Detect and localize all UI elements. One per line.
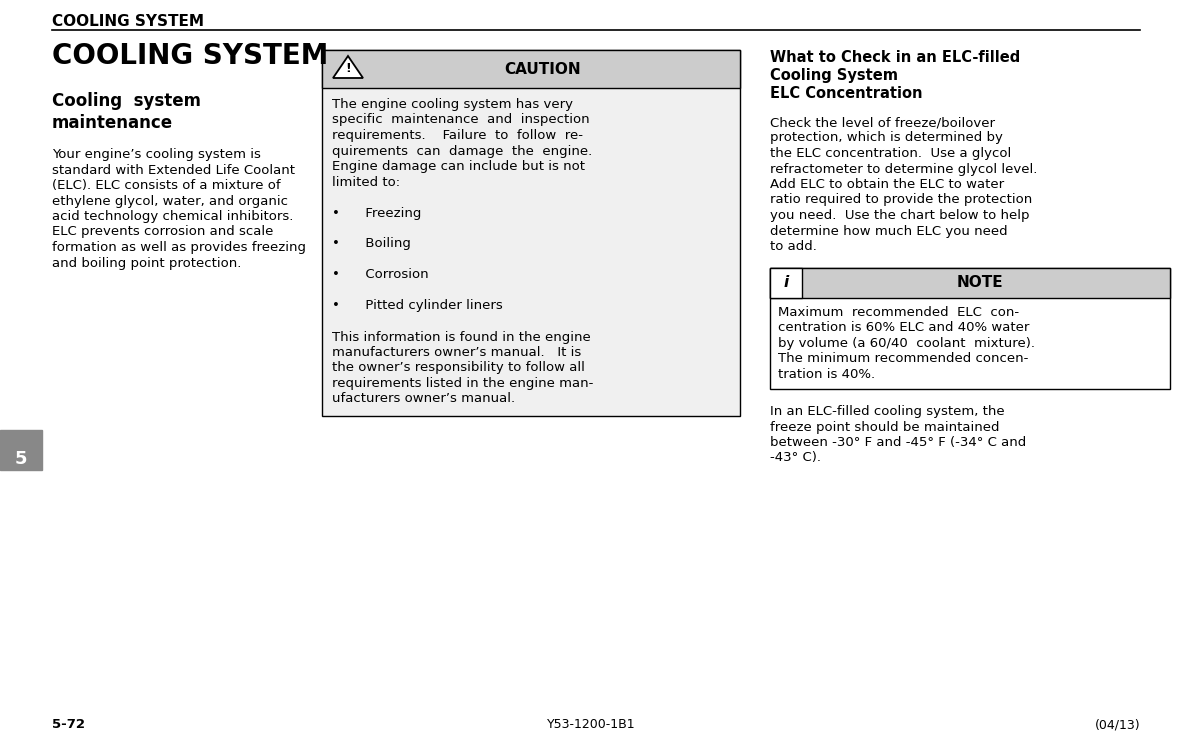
Text: (ELC). ELC consists of a mixture of: (ELC). ELC consists of a mixture of	[52, 179, 280, 192]
Text: Maximum  recommended  ELC  con-: Maximum recommended ELC con-	[778, 305, 1019, 318]
Text: COOLING SYSTEM: COOLING SYSTEM	[52, 42, 329, 70]
FancyBboxPatch shape	[769, 267, 803, 297]
Text: •      Corrosion: • Corrosion	[332, 269, 429, 282]
Text: centration is 60% ELC and 40% water: centration is 60% ELC and 40% water	[778, 321, 1030, 334]
Text: !: !	[345, 62, 351, 75]
Text: limited to:: limited to:	[332, 176, 401, 189]
Text: (04/13): (04/13)	[1095, 718, 1139, 731]
FancyBboxPatch shape	[769, 267, 1170, 389]
Text: Y53-1200-1B1: Y53-1200-1B1	[547, 718, 635, 731]
Text: and boiling point protection.: and boiling point protection.	[52, 256, 241, 269]
Text: specific  maintenance  and  inspection: specific maintenance and inspection	[332, 113, 590, 127]
Text: i: i	[784, 275, 788, 290]
Text: Cooling System: Cooling System	[769, 68, 898, 83]
Text: Check the level of freeze/boilover: Check the level of freeze/boilover	[769, 116, 995, 129]
Text: 5: 5	[14, 450, 27, 468]
Text: COOLING SYSTEM: COOLING SYSTEM	[52, 14, 204, 29]
Text: Cooling  system
maintenance: Cooling system maintenance	[52, 92, 201, 132]
Text: requirements listed in the engine man-: requirements listed in the engine man-	[332, 377, 593, 390]
Text: ELC prevents corrosion and scale: ELC prevents corrosion and scale	[52, 225, 273, 239]
Text: standard with Extended Life Coolant: standard with Extended Life Coolant	[52, 163, 296, 176]
Text: to add.: to add.	[769, 240, 817, 253]
Text: In an ELC-filled cooling system, the: In an ELC-filled cooling system, the	[769, 405, 1005, 418]
Text: protection, which is determined by: protection, which is determined by	[769, 132, 1002, 144]
Text: NOTE: NOTE	[956, 275, 1004, 290]
Text: Engine damage can include but is not: Engine damage can include but is not	[332, 160, 585, 173]
Text: This information is found in the engine: This information is found in the engine	[332, 331, 591, 343]
Text: requirements.    Failure  to  follow  re-: requirements. Failure to follow re-	[332, 129, 583, 142]
Text: refractometer to determine glycol level.: refractometer to determine glycol level.	[769, 163, 1038, 176]
Text: between -30° F and -45° F (-34° C and: between -30° F and -45° F (-34° C and	[769, 436, 1026, 449]
Text: The engine cooling system has very: The engine cooling system has very	[332, 98, 573, 111]
Text: Your engine’s cooling system is: Your engine’s cooling system is	[52, 148, 261, 161]
Text: Add ELC to obtain the ELC to water: Add ELC to obtain the ELC to water	[769, 178, 1005, 191]
FancyBboxPatch shape	[322, 50, 740, 416]
Text: formation as well as provides freezing: formation as well as provides freezing	[52, 241, 306, 254]
FancyBboxPatch shape	[0, 430, 43, 470]
FancyBboxPatch shape	[322, 50, 740, 88]
Text: ethylene glycol, water, and organic: ethylene glycol, water, and organic	[52, 195, 288, 207]
FancyBboxPatch shape	[769, 267, 1170, 297]
Text: •      Pitted cylinder liners: • Pitted cylinder liners	[332, 299, 502, 313]
Text: the ELC concentration.  Use a glycol: the ELC concentration. Use a glycol	[769, 147, 1012, 160]
Text: •      Boiling: • Boiling	[332, 237, 411, 250]
Text: 5-72: 5-72	[52, 718, 85, 731]
Text: determine how much ELC you need: determine how much ELC you need	[769, 225, 1007, 237]
Text: tration is 40%.: tration is 40%.	[778, 367, 875, 381]
Text: -43° C).: -43° C).	[769, 452, 821, 465]
Text: ufacturers owner’s manual.: ufacturers owner’s manual.	[332, 392, 515, 406]
Text: the owner’s responsibility to follow all: the owner’s responsibility to follow all	[332, 362, 585, 375]
Text: The minimum recommended concen-: The minimum recommended concen-	[778, 352, 1028, 365]
Polygon shape	[333, 56, 363, 78]
Text: What to Check in an ELC-filled: What to Check in an ELC-filled	[769, 50, 1020, 65]
Text: freeze point should be maintained: freeze point should be maintained	[769, 420, 1000, 433]
Text: quirements  can  damage  the  engine.: quirements can damage the engine.	[332, 144, 592, 157]
Text: manufacturers owner’s manual.   It is: manufacturers owner’s manual. It is	[332, 346, 582, 359]
Text: by volume (a 60/40  coolant  mixture).: by volume (a 60/40 coolant mixture).	[778, 337, 1035, 349]
Text: you need.  Use the chart below to help: you need. Use the chart below to help	[769, 209, 1030, 222]
Text: ratio required to provide the protection: ratio required to provide the protection	[769, 193, 1032, 206]
Text: CAUTION: CAUTION	[505, 61, 582, 77]
Text: acid technology chemical inhibitors.: acid technology chemical inhibitors.	[52, 210, 293, 223]
Text: ELC Concentration: ELC Concentration	[769, 86, 922, 101]
Text: •      Freezing: • Freezing	[332, 206, 421, 220]
